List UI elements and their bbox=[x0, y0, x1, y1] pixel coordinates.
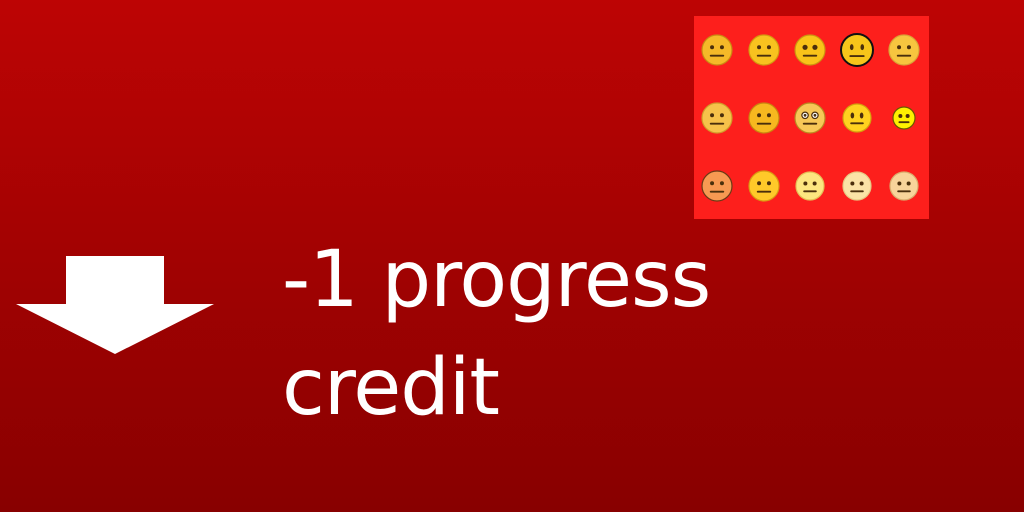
neutral-face-icon bbox=[748, 34, 780, 66]
neutral-face-icon bbox=[794, 102, 826, 134]
message-line-1: -1 progress bbox=[282, 235, 711, 325]
neutral-face-icon bbox=[701, 34, 733, 66]
neutral-face-icon bbox=[795, 171, 825, 201]
message-line-2: credit bbox=[282, 343, 500, 433]
neutral-face-icon bbox=[701, 102, 733, 134]
neutral-face-icon bbox=[889, 171, 919, 201]
neutral-face-grid-svg bbox=[701, 33, 920, 202]
neutral-face-icon bbox=[794, 34, 826, 66]
progress-credit-message: -1 progress credit bbox=[282, 226, 1002, 442]
down-arrow-shape bbox=[16, 256, 214, 354]
neutral-face-icon bbox=[701, 170, 733, 202]
neutral-face-icon bbox=[842, 103, 872, 133]
neutral-face-icon bbox=[842, 171, 872, 201]
down-arrow-icon bbox=[16, 256, 214, 354]
neutral-face-icon bbox=[888, 34, 920, 66]
neutral-face-icon bbox=[892, 106, 916, 130]
neutral-face-grid bbox=[694, 16, 929, 219]
neutral-face-icon bbox=[748, 102, 780, 134]
neutral-face-icon bbox=[840, 33, 874, 67]
neutral-face-icon bbox=[748, 170, 780, 202]
